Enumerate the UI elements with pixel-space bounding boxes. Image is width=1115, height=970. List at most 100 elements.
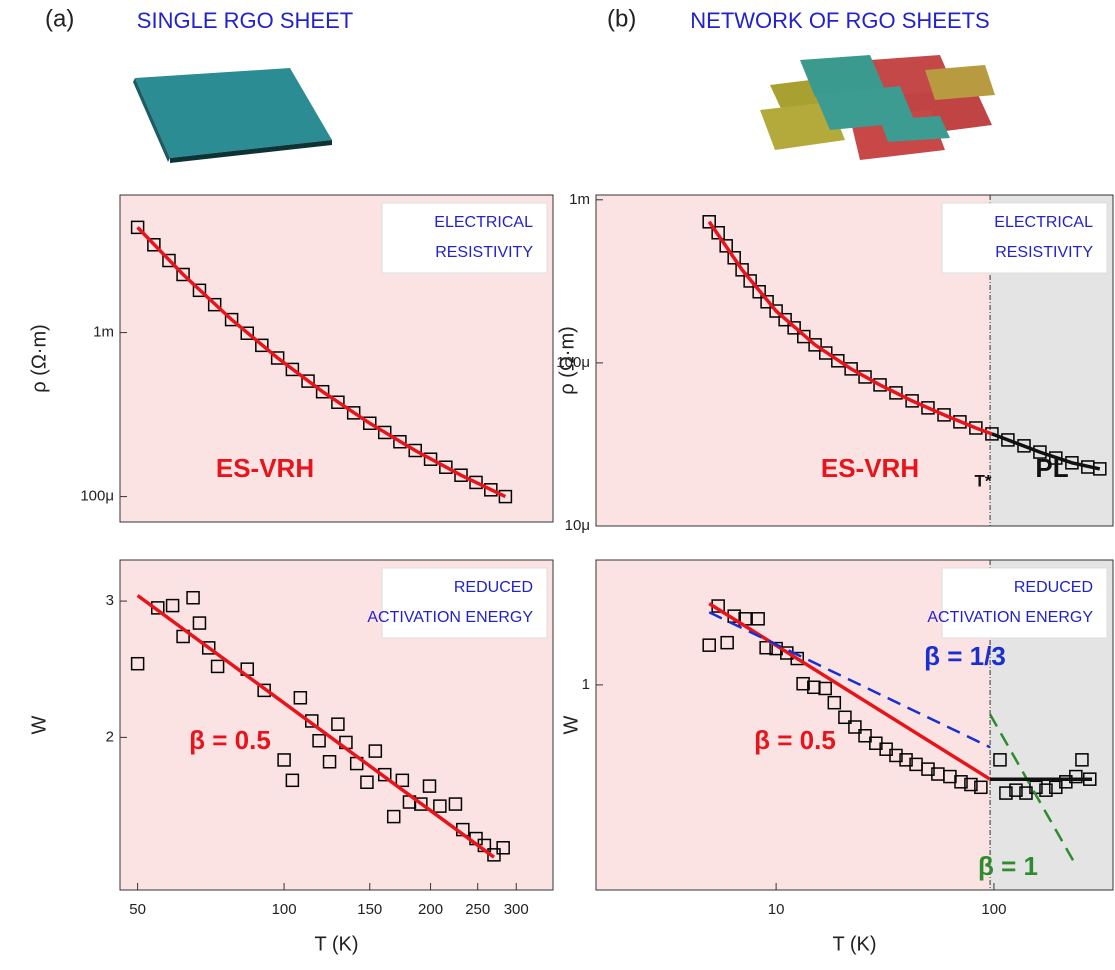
data-point (953, 415, 967, 429)
note-text: ELECTRICAL (994, 214, 1093, 231)
fit-line (991, 432, 1101, 471)
data-point (985, 427, 999, 441)
fit-line (708, 602, 991, 781)
y-axis-label: ρ (Ω·m) (556, 326, 578, 395)
data-point (368, 744, 383, 758)
data-point (937, 408, 951, 422)
data-point (454, 468, 468, 482)
data-point (240, 326, 254, 340)
data-point (905, 394, 919, 408)
data-point (964, 777, 978, 792)
data-point (702, 215, 716, 229)
data-point (954, 775, 968, 789)
panel-label: (b) (607, 5, 636, 32)
data-point (210, 659, 225, 674)
data-point (808, 338, 822, 352)
plot: REDUCED ACTIVATION ENERGY 1 10 100 W T (K) β = … (560, 559, 1114, 955)
fit-line (707, 220, 993, 436)
data-point (147, 238, 161, 252)
data-point (1033, 445, 1047, 459)
data-point (720, 635, 734, 650)
note-text: RESISTIVITY (995, 244, 1093, 261)
annotation: β = 0.5 (189, 725, 271, 755)
data-point (498, 489, 513, 504)
data-point (969, 421, 983, 435)
data-point (796, 676, 810, 691)
data-point (469, 475, 483, 490)
network-illustration (760, 55, 995, 160)
plot-frame (119, 194, 554, 523)
data-point (393, 434, 407, 449)
data-point (844, 362, 858, 376)
data-point (769, 304, 783, 318)
annotation: PL (1035, 453, 1068, 483)
note-text: REDUCED (454, 579, 533, 596)
data-point (819, 346, 833, 360)
fit-line-dashed (708, 611, 991, 749)
panel-title: SINGLE RGO SHEET (137, 8, 353, 33)
data-point (192, 283, 207, 298)
data-point (1059, 775, 1073, 789)
data-point (943, 769, 957, 784)
note-box (381, 567, 548, 639)
data-point (751, 612, 765, 626)
y-tick-label: 100μ (80, 488, 114, 505)
data-point (423, 452, 438, 466)
data-point (993, 753, 1007, 767)
data-point (377, 425, 392, 440)
x-axis-label: T (K) (314, 933, 358, 955)
data-point (257, 683, 271, 698)
y-axis-label: ρ (Ω·m) (28, 324, 50, 393)
data-point (760, 295, 774, 309)
data-point (831, 354, 845, 368)
data-point (1039, 783, 1053, 797)
data-point (727, 251, 741, 265)
data-point (818, 681, 832, 696)
data-point (778, 312, 792, 327)
data-point (360, 775, 374, 789)
data-point (496, 841, 510, 855)
plot: ELECTRICAL RESISTIVITY 1m 100μ 10μ ρ (Ω·m) ES-… (556, 191, 1114, 534)
data-point (1075, 753, 1089, 767)
data-point (224, 312, 239, 327)
y-axis-label: W (560, 715, 582, 734)
x-tick-label: 100 (272, 901, 297, 918)
data-point (207, 297, 222, 312)
y-tick-label: 2 (106, 728, 114, 745)
data-point (848, 720, 862, 734)
x-tick-label: 250 (465, 901, 490, 918)
data-point (331, 717, 345, 731)
data-point (192, 616, 207, 630)
data-point (162, 253, 176, 268)
data-point (301, 374, 315, 388)
data-point (422, 779, 437, 793)
sheet-illustration (133, 68, 332, 163)
annotation: ES-VRH (216, 453, 314, 483)
data-point (312, 733, 326, 748)
y-tick-label: 100μ (556, 354, 590, 371)
note-box (941, 567, 1108, 639)
annotation: β = 1 (978, 851, 1038, 881)
data-point (921, 762, 935, 776)
x-tick-label: 300 (504, 901, 529, 918)
data-point (285, 362, 300, 377)
data-point (790, 651, 804, 666)
panel-title: NETWORK OF RGO SHEETS (690, 8, 989, 33)
y-tick-label: 10μ (565, 517, 590, 534)
data-point (999, 786, 1013, 800)
data-point (270, 351, 285, 365)
x-tick-label: 50 (129, 901, 146, 918)
data-point (293, 691, 308, 705)
data-point (873, 378, 887, 392)
data-point (921, 401, 935, 415)
data-point (176, 267, 190, 282)
x-axis-label: T (K) (832, 933, 876, 955)
data-point (974, 780, 988, 795)
data-point (719, 239, 733, 253)
data-point (889, 386, 903, 400)
note-text: ACTIVATION ENERGY (367, 609, 533, 626)
y-tick-label: 1m (569, 191, 590, 208)
data-point (735, 263, 749, 277)
note-box (381, 202, 548, 274)
data-point (433, 799, 447, 813)
